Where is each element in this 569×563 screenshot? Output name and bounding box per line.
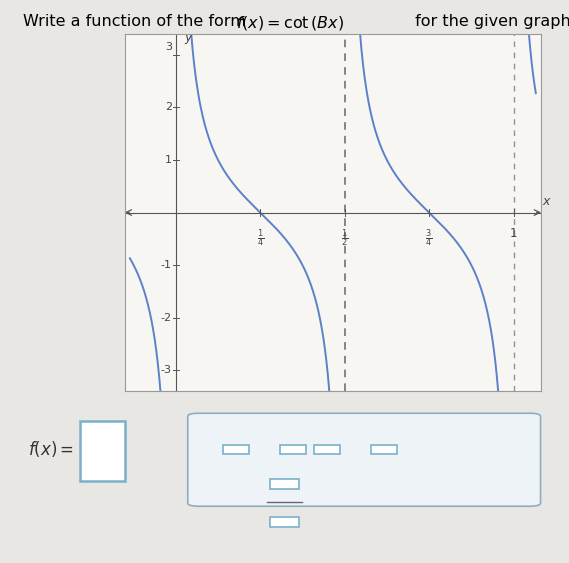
Text: $\frac{1}{2}$: $\frac{1}{2}$ xyxy=(341,227,348,249)
Text: cot: cot xyxy=(350,445,367,454)
FancyBboxPatch shape xyxy=(280,445,306,454)
FancyBboxPatch shape xyxy=(188,413,541,506)
Text: $\frac{1}{4}$: $\frac{1}{4}$ xyxy=(257,227,264,249)
Text: -3: -3 xyxy=(161,365,172,376)
Text: 3: 3 xyxy=(165,42,172,52)
Text: $\pi$: $\pi$ xyxy=(421,440,434,458)
FancyBboxPatch shape xyxy=(80,421,125,481)
FancyBboxPatch shape xyxy=(372,445,397,454)
Text: $\frac{3}{4}$: $\frac{3}{4}$ xyxy=(426,227,433,249)
Text: tan: tan xyxy=(259,445,277,454)
Text: y: y xyxy=(184,32,192,44)
Text: for the given graph.: for the given graph. xyxy=(410,14,569,29)
Text: x: x xyxy=(542,195,550,208)
Text: -2: -2 xyxy=(160,312,172,323)
Text: $f(x) = \mathrm{cot}\,(Bx)$: $f(x) = \mathrm{cot}\,(Bx)$ xyxy=(236,14,344,32)
FancyBboxPatch shape xyxy=(223,445,249,454)
Text: 1: 1 xyxy=(165,155,172,165)
Text: -1: -1 xyxy=(161,260,172,270)
Text: $f(x) =$: $f(x) =$ xyxy=(28,440,74,459)
FancyBboxPatch shape xyxy=(270,517,299,527)
Text: 2: 2 xyxy=(164,102,172,113)
FancyBboxPatch shape xyxy=(270,479,299,489)
FancyBboxPatch shape xyxy=(314,445,340,454)
Text: $1$: $1$ xyxy=(509,227,518,240)
Text: Write a function of the form: Write a function of the form xyxy=(23,14,251,29)
